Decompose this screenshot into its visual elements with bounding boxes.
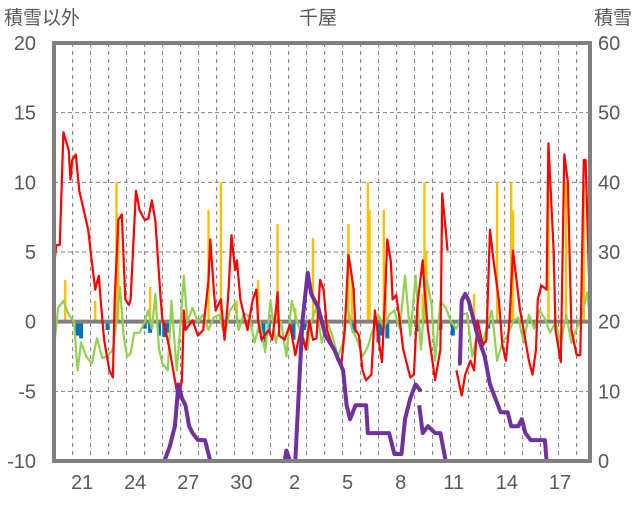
left-tick-label: 5: [25, 242, 36, 264]
negative-bar: [105, 321, 110, 331]
right-tick-label: 20: [598, 312, 620, 334]
precip-bar: [547, 182, 550, 322]
red-series-line: [53, 131, 592, 401]
negative-bar: [351, 321, 356, 333]
precip-bar: [117, 224, 120, 322]
plot-border: [52, 41, 592, 463]
left-tick-label: -5: [18, 381, 36, 403]
x-tick-label: 24: [124, 472, 146, 494]
precip-bar: [382, 210, 385, 322]
gridlines: [54, 43, 590, 461]
precip-bar: [582, 182, 586, 322]
right-tick-label: 50: [598, 103, 620, 125]
left-tick-label: 10: [14, 172, 36, 194]
negative-bar: [75, 321, 80, 336]
series-lines: [53, 131, 592, 463]
right-axis-title: 積雪: [594, 7, 632, 29]
negative-bar: [165, 321, 170, 333]
precip-bar: [423, 182, 426, 322]
negative-bar: [385, 321, 390, 339]
negative-bar: [261, 321, 266, 343]
negative-bar: [79, 321, 84, 339]
chart-title: 千屋: [299, 7, 337, 29]
precip-bar: [219, 182, 223, 322]
precip-bar: [148, 286, 152, 322]
x-tick-label: 5: [342, 472, 353, 494]
precip-bar: [495, 182, 499, 322]
right-tick-label: 0: [598, 451, 609, 473]
precip-bar: [63, 279, 67, 322]
precip-bar: [350, 279, 354, 322]
negative-bar: [291, 321, 296, 340]
negative-bar: [148, 321, 153, 333]
negative-bar: [142, 321, 147, 329]
precip-bar: [510, 182, 513, 322]
left-tick-label: 15: [14, 103, 36, 125]
x-tick-label: 14: [496, 472, 518, 494]
precip-bar: [368, 210, 371, 322]
negative-bar: [380, 321, 385, 336]
left-axis-title: 積雪以外: [4, 7, 80, 29]
right-tick-label: 40: [598, 172, 620, 194]
negative-bar: [156, 321, 161, 336]
precip-bar: [564, 182, 568, 322]
precip-bar: [311, 238, 315, 322]
right-tick-label: 60: [598, 33, 620, 55]
precip-bar: [366, 182, 370, 322]
precip-bar: [472, 293, 476, 322]
left-tick-label: 20: [14, 33, 36, 55]
x-tick-label: 17: [549, 472, 571, 494]
x-tick-label: 11: [443, 472, 464, 494]
right-tick-label: 10: [598, 381, 620, 403]
x-tick-label: 27: [177, 472, 199, 494]
precip-bar: [94, 300, 97, 322]
x-tick-label: 8: [395, 472, 406, 494]
x-tick-label: 30: [230, 472, 252, 494]
precip-bar: [421, 293, 424, 322]
left-tick-label: -10: [7, 451, 36, 473]
negative-bar: [450, 321, 455, 336]
right-tick-label: 30: [598, 242, 620, 264]
negative-bar: [532, 321, 537, 326]
precip-bar: [276, 224, 279, 322]
x-tick-label: 21: [71, 472, 93, 494]
precip-bar: [256, 279, 260, 322]
green-series-line: [53, 274, 592, 372]
x-tick-label: 2: [289, 472, 300, 494]
left-tick-label: 0: [25, 312, 36, 334]
